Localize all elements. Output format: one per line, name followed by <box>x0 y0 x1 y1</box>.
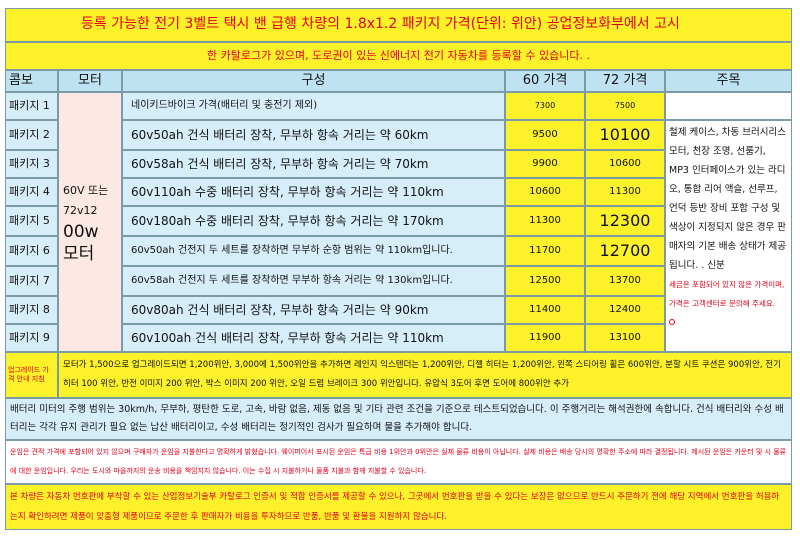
shipping-note: 운임은 견적 가격에 포함되어 있지 않으며 구매자가 운임을 지불한다고 명확… <box>5 440 792 484</box>
configuration: 네이키드바이크 가격(배터리 및 충전기 제외) <box>122 92 505 120</box>
column-header: 주목 <box>665 70 792 92</box>
configuration: 60v80ah 건식 배터리 장착, 무부하 항속 거리는 약 90km <box>122 296 505 324</box>
column-header: 구성 <box>122 70 505 92</box>
price-60: 11700 <box>505 236 585 266</box>
package-name: 패키지 6 <box>5 236 58 266</box>
price-60: 9500 <box>505 120 585 150</box>
price-60: 7300 <box>505 92 585 120</box>
package-name: 패키지 4 <box>5 178 58 206</box>
notes-text: 철제 케이스, 차동 브러시리스 모터, 천장 조명, 선룸기, MP3 인터페… <box>669 127 786 271</box>
configuration: 60v58ah 건전지 두 세트를 장착하면 무부하 항속 거리는 약 130k… <box>122 266 505 296</box>
package-name: 패키지 1 <box>5 92 58 120</box>
price-72: 12400 <box>585 296 665 324</box>
price-72: 13700 <box>585 266 665 296</box>
configuration: 60v100ah 건식 배터리 장착, 무부하 항속 거리는 약 110km <box>122 324 505 352</box>
price-72: 7500 <box>585 92 665 120</box>
red-dot <box>669 319 675 325</box>
configuration: 60v110ah 수중 배터리 장착, 무부하 항속 거리는 약 110km <box>122 178 505 206</box>
price-72: 11300 <box>585 178 665 206</box>
price-72: 10600 <box>585 150 665 178</box>
price-60: 11300 <box>505 206 585 236</box>
title: 등록 가능한 전기 3벨트 택시 밴 급행 차량의 1.8x1.2 패키지 가격… <box>5 8 792 42</box>
upgrade-text: 모터가 1,500으로 업그레이드되면 1,200위안, 3,000에 1,50… <box>58 352 792 398</box>
package-name: 패키지 2 <box>5 120 58 150</box>
configuration: 60v50ah 건식 배터리 장착, 무부하 항속 거리는 약 60km <box>122 120 505 150</box>
package-name: 패키지 7 <box>5 266 58 296</box>
motor-line: 00w 모터 <box>63 222 99 264</box>
price-72: 12300 <box>585 206 665 236</box>
package-name: 패키지 9 <box>5 324 58 352</box>
price-72: 12700 <box>585 236 665 266</box>
configuration: 60v58ah 건식 배터리 장착, 무부하 항속 거리는 약 70km <box>122 150 505 178</box>
notes-top <box>665 92 792 120</box>
motor: 60V 또는 72v12 00w 모터 <box>58 92 122 352</box>
battery-note: 배터리 미터의 주행 범위는 30km/h, 무부하, 평탄한 도로, 고속, … <box>5 398 792 440</box>
column-header: 콤보 <box>5 70 58 92</box>
disclaimer: 본 차량은 자동차 번호판에 부착할 수 있는 산업정보기술부 카탈로그 인증서… <box>5 484 792 530</box>
column-header: 60 가격 <box>505 70 585 92</box>
price-60: 11900 <box>505 324 585 352</box>
tax-note: 세금은 포함되어 있지 않은 가격이며, 가격은 고객센터로 문의해 주세요. <box>669 280 785 308</box>
price-60: 12500 <box>505 266 585 296</box>
package-name: 패키지 3 <box>5 150 58 178</box>
column-header: 모터 <box>58 70 122 92</box>
package-name: 패키지 5 <box>5 206 58 236</box>
motor-line: 60V 또는 72v12 <box>63 184 109 217</box>
subtitle: 한 카탈로그가 있으며, 도로권이 있는 신에너지 전기 자동차를 등록할 수 … <box>5 42 792 70</box>
price-72: 13100 <box>585 324 665 352</box>
package-name: 패키지 8 <box>5 296 58 324</box>
upgrade-label: 업그레이드 가격 안내 지침 <box>5 352 58 398</box>
column-header: 72 가격 <box>585 70 665 92</box>
price-60: 10600 <box>505 178 585 206</box>
notes: 철제 케이스, 차동 브러시리스 모터, 천장 조명, 선룸기, MP3 인터페… <box>665 120 792 352</box>
configuration: 60v180ah 수중 배터리 장착, 무부하 항속 거리는 약 170km <box>122 206 505 236</box>
price-72: 10100 <box>585 120 665 150</box>
price-60: 11400 <box>505 296 585 324</box>
price-60: 9900 <box>505 150 585 178</box>
configuration: 60v50ah 건전지 두 세트를 장착하면 무부하 순항 범위는 약 110k… <box>122 236 505 266</box>
